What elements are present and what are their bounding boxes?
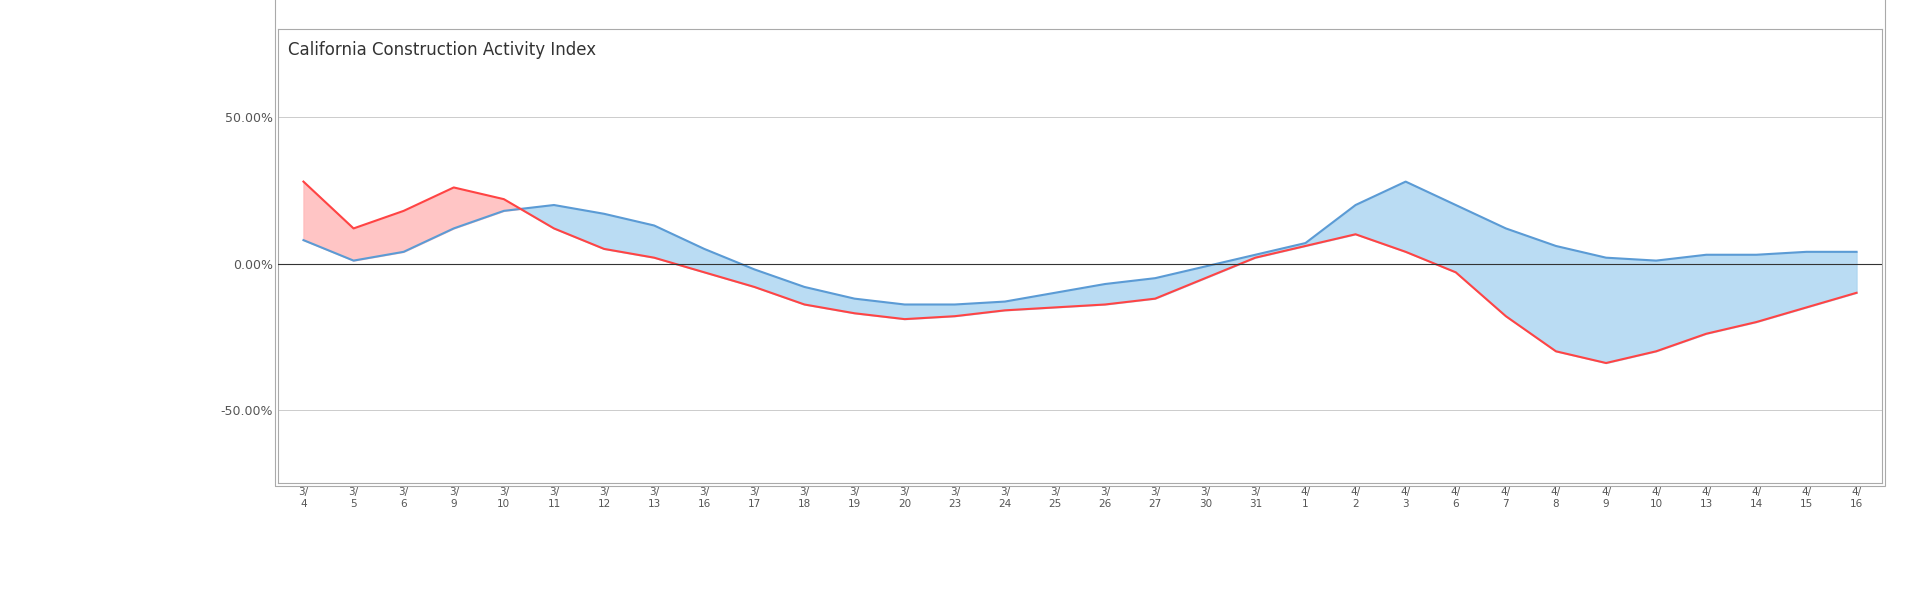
Text: California Construction Activity Index: California Construction Activity Index: [288, 41, 595, 59]
